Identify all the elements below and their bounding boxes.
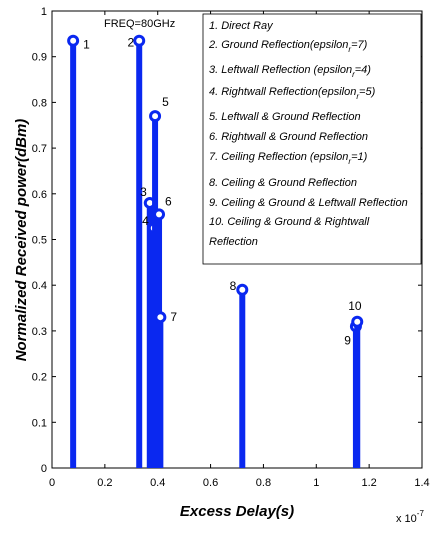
legend-entry: 2. Ground Reflection(epsilonr=7): [208, 39, 368, 54]
x-tick-label: 0: [49, 477, 55, 489]
legend-entry: 10. Ceiling & Ground & Rightwall: [209, 216, 370, 228]
y-axis-title: Normalized Received power(dBm): [13, 119, 30, 362]
y-tick-label: 1: [41, 6, 47, 18]
freq-annotation: FREQ=80GHz: [104, 18, 175, 30]
y-tick-label: 0.3: [32, 326, 47, 338]
y-tick-label: 0.5: [32, 235, 47, 247]
stems: [67, 34, 364, 468]
y-tick-label: 0: [41, 463, 47, 475]
legend-entry: 7. Ceiling Reflection (epsilonr=1): [209, 151, 368, 166]
y-tick-label: 0.9: [32, 52, 47, 64]
legend-entry: 4. Rightwall Reflection(epsilonr=5): [209, 86, 376, 101]
legend-entry: 6. Rightwall & Ground Reflection: [209, 131, 368, 143]
legend-box: [202, 13, 422, 265]
y-tick-label: 0.6: [32, 189, 47, 201]
x-tick-label: 0.4: [150, 477, 165, 489]
stem-marker-2: [133, 34, 146, 47]
stem-marker-6: [153, 208, 166, 221]
y-tick-label: 0.1: [32, 417, 47, 429]
y-tick-label: 0.7: [32, 143, 47, 155]
point-label-1: 1: [83, 38, 90, 52]
point-label-8: 8: [230, 279, 237, 293]
legend-entry: Reflection: [209, 236, 258, 248]
stem-marker-10: [351, 315, 364, 328]
point-label-2: 2: [128, 36, 135, 50]
point-labels: 1 2 3 4 5 6 7 8 9 10: [83, 36, 362, 348]
x-multiplier: x 10-7: [396, 509, 424, 525]
y-tick-label: 0.2: [32, 372, 47, 384]
y-tick-label: 0.4: [32, 280, 47, 292]
x-tick-label: 0.2: [97, 477, 112, 489]
point-label-4: 4: [142, 214, 149, 228]
y-tick-label: 0.8: [32, 97, 47, 109]
legend-entry: 5. Leftwall & Ground Reflection: [209, 111, 361, 123]
point-label-9: 9: [344, 333, 351, 347]
stem-marker-7: [154, 311, 167, 324]
point-label-10: 10: [348, 299, 362, 313]
x-tick-label: 0.8: [256, 477, 271, 489]
x-tick-label: 1.4: [414, 477, 429, 489]
legend-entry: 8. Ceiling & Ground Reflection: [209, 177, 357, 189]
point-label-6: 6: [165, 194, 172, 208]
x-axis-title: Excess Delay(s): [180, 503, 294, 520]
legend-entry: 3. Leftwall Reflection (epsilonr=4): [209, 64, 371, 79]
point-label-3: 3: [140, 185, 147, 199]
stem-marker-8: [236, 283, 249, 296]
point-label-5: 5: [162, 95, 169, 109]
x-axis: 0 0.2 0.4 0.6 0.8 1 1.2 1.4: [49, 11, 430, 489]
legend: 1. Direct Ray 2. Ground Reflection(epsilo…: [202, 13, 422, 265]
x-tick-label: 1.2: [361, 477, 376, 489]
point-label-7: 7: [170, 310, 177, 324]
legend-entry: 1. Direct Ray: [209, 20, 274, 32]
x-tick-label: 0.6: [203, 477, 218, 489]
x-tick-label: 1: [313, 477, 319, 489]
x-multiplier-exponent: -7: [417, 509, 425, 518]
stem-marker-1: [67, 34, 80, 47]
stem-marker-5: [149, 110, 162, 123]
legend-entry: 9. Ceiling & Ground & Leftwall Reflectio…: [209, 197, 408, 209]
